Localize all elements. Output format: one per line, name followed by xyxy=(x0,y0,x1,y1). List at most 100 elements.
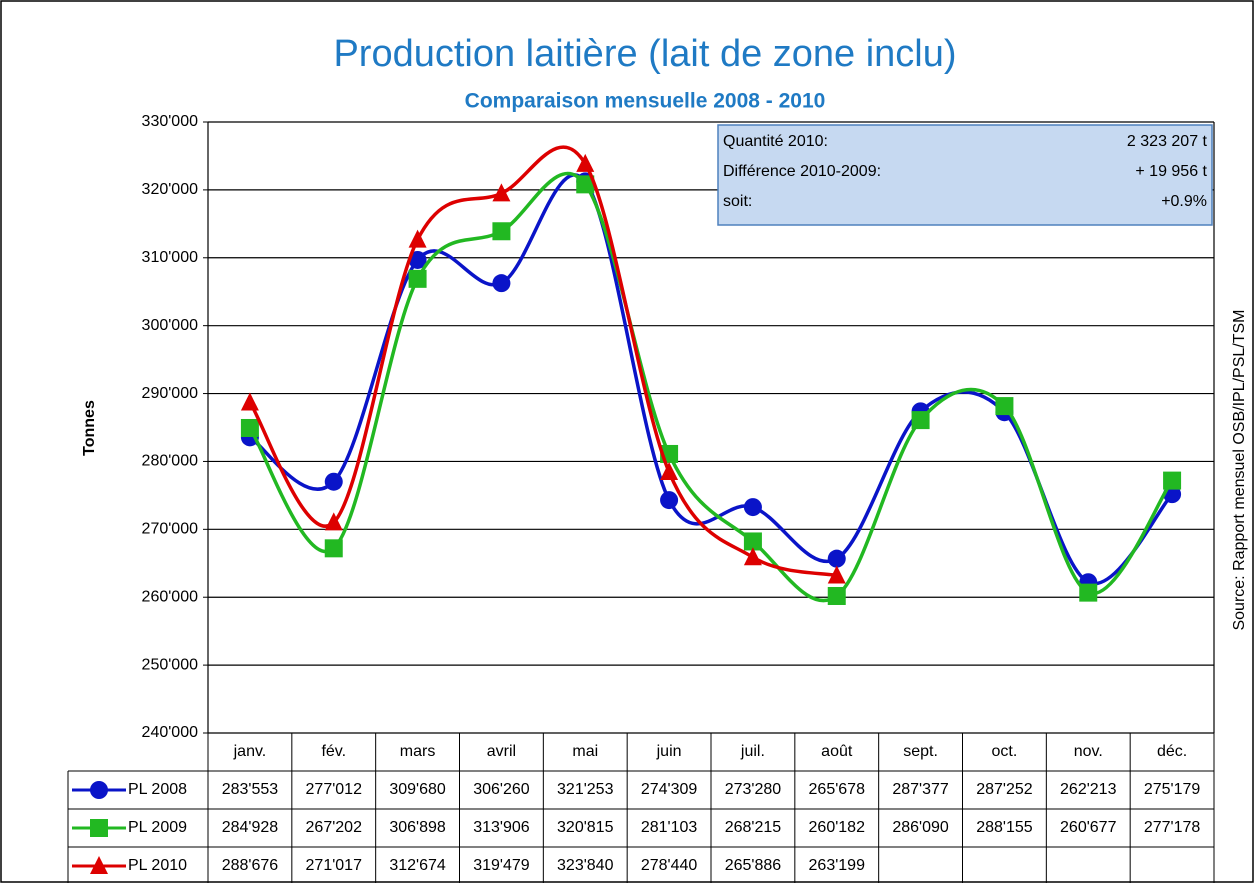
data-point xyxy=(324,472,343,491)
y-tick-label: 310'000 xyxy=(142,249,199,266)
info-label: soit: xyxy=(723,193,752,210)
table-value: 286'090 xyxy=(892,819,949,836)
x-tick-label: janv. xyxy=(233,743,267,760)
y-tick-label: 250'000 xyxy=(142,656,199,673)
x-tick-label: oct. xyxy=(992,743,1018,760)
y-tick-label: 320'000 xyxy=(142,181,199,198)
y-axis-label: Tonnes xyxy=(81,400,98,456)
table-value: 283'553 xyxy=(222,781,279,798)
table-value: 284'928 xyxy=(222,819,279,836)
table-value: 260'677 xyxy=(1060,819,1117,836)
data-point xyxy=(911,411,930,430)
x-tick-label: juil. xyxy=(740,743,765,760)
source-note: Source: Rapport mensuel OSB/IPL/PSL/TSM xyxy=(1231,309,1248,630)
table-value: 262'213 xyxy=(1060,781,1117,798)
table-value: 309'680 xyxy=(389,781,446,798)
info-box xyxy=(717,124,1213,226)
table-value: 320'815 xyxy=(557,819,614,836)
legend-label: PL 2010 xyxy=(128,857,187,874)
data-point xyxy=(240,418,259,437)
table-value: 267'202 xyxy=(306,819,363,836)
y-tick-label: 260'000 xyxy=(142,588,199,605)
info-label: Quantité 2010: xyxy=(723,133,828,150)
table-value: 263'199 xyxy=(809,857,866,874)
y-tick-label: 300'000 xyxy=(142,317,199,334)
x-tick-label: déc. xyxy=(1157,743,1187,760)
legend-label: PL 2009 xyxy=(128,819,187,836)
y-tick-label: 280'000 xyxy=(142,453,199,470)
table-value: 313'906 xyxy=(473,819,530,836)
data-point xyxy=(827,565,846,584)
table-value: 306'898 xyxy=(389,819,446,836)
data-point xyxy=(492,183,511,202)
x-tick-label: mai xyxy=(572,743,598,760)
data-point xyxy=(1079,583,1098,602)
info-value: + 19 956 t xyxy=(1135,163,1207,180)
info-label: Différence 2010-2009: xyxy=(723,163,881,180)
data-point xyxy=(408,229,427,248)
data-point xyxy=(324,512,343,531)
y-tick-label: 330'000 xyxy=(142,113,199,130)
x-tick-label: nov. xyxy=(1074,743,1103,760)
x-tick-label: août xyxy=(821,743,853,760)
series-line xyxy=(248,171,1174,603)
data-point xyxy=(324,539,343,558)
table-value: 271'017 xyxy=(306,857,363,874)
legend-marker xyxy=(90,819,108,837)
chart-title: Production laitière (lait de zone inclu) xyxy=(333,33,956,75)
info-value: +0.9% xyxy=(1161,193,1207,210)
data-point xyxy=(492,274,511,293)
y-tick-label: 240'000 xyxy=(142,724,199,741)
data-point xyxy=(743,532,762,551)
series-line xyxy=(248,173,1174,586)
x-tick-label: fév. xyxy=(321,743,346,760)
x-tick-label: sept. xyxy=(903,743,938,760)
table-value: 260'182 xyxy=(809,819,866,836)
y-tick-label: 270'000 xyxy=(142,521,199,538)
x-tick-label: mars xyxy=(400,743,436,760)
data-point xyxy=(660,491,679,510)
table-value: 323'840 xyxy=(557,857,614,874)
data-point xyxy=(576,175,595,194)
data-point xyxy=(743,498,762,517)
legend-marker xyxy=(90,856,108,874)
chart-subtitle: Comparaison mensuelle 2008 - 2010 xyxy=(465,90,826,113)
table-value: 281'103 xyxy=(641,819,698,836)
series-line xyxy=(248,145,838,578)
info-value: 2 323 207 t xyxy=(1127,133,1208,150)
data-point xyxy=(743,547,762,566)
table-value: 265'886 xyxy=(725,857,782,874)
table-value: 265'678 xyxy=(809,781,866,798)
table-value: 312'674 xyxy=(389,857,446,874)
x-tick-label: juin xyxy=(656,743,682,760)
data-point xyxy=(240,392,259,411)
table-value: 274'309 xyxy=(641,781,698,798)
table-value: 273'280 xyxy=(725,781,782,798)
x-tick-label: avril xyxy=(487,743,516,760)
y-tick-label: 290'000 xyxy=(142,385,199,402)
table-value: 277'012 xyxy=(306,781,363,798)
table-value: 319'479 xyxy=(473,857,530,874)
table-value: 287'377 xyxy=(892,781,949,798)
legend-label: PL 2008 xyxy=(128,781,187,798)
data-point xyxy=(660,462,679,481)
data-point xyxy=(492,222,511,241)
data-point xyxy=(827,586,846,605)
table-value: 288'155 xyxy=(976,819,1033,836)
table-value: 306'260 xyxy=(473,781,530,798)
data-point xyxy=(408,269,427,288)
data-point xyxy=(995,397,1014,416)
data-point xyxy=(827,549,846,568)
table-value: 275'179 xyxy=(1144,781,1201,798)
data-point xyxy=(408,250,427,269)
legend-marker xyxy=(90,781,108,799)
table-value: 321'253 xyxy=(557,781,614,798)
table-value: 277'178 xyxy=(1144,819,1201,836)
table-value: 268'215 xyxy=(725,819,782,836)
table-value: 287'252 xyxy=(976,781,1033,798)
table-value: 288'676 xyxy=(222,857,279,874)
data-point xyxy=(576,153,595,172)
table-value: 278'440 xyxy=(641,857,698,874)
data-point xyxy=(1163,471,1182,490)
